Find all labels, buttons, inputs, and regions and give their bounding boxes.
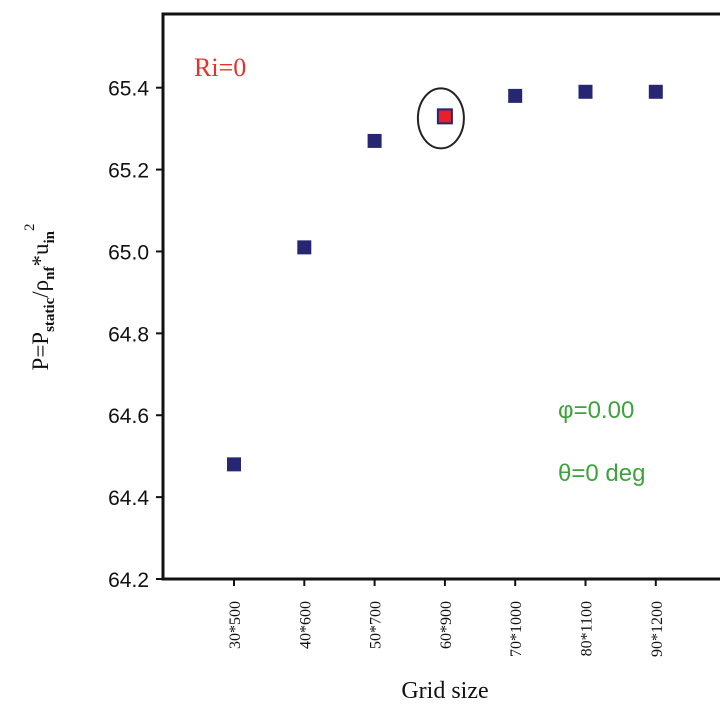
x-category-label: 40*600 — [297, 601, 314, 649]
y-tick-label: 64.6 — [108, 405, 149, 428]
data-point — [648, 84, 663, 99]
x-category-label: 50*700 — [368, 601, 385, 649]
data-point — [508, 88, 523, 103]
data-point — [367, 133, 382, 148]
y-tick-label: 64.4 — [108, 487, 149, 510]
x-axis-title: Grid size — [401, 678, 488, 704]
x-category-label: 70*1000 — [508, 601, 525, 657]
ri-annotation: Ri=0 — [194, 53, 246, 82]
y-tick-label: 64.8 — [108, 323, 149, 346]
y-title-sup: 2 — [22, 224, 38, 232]
y-tick-label: 65.4 — [108, 78, 149, 101]
y-axis: 64.2 64.4 64.6 64.8 65.0 65.2 65.4 — [108, 78, 163, 592]
selected-grid-ring — [416, 87, 465, 150]
x-category-label: 60*900 — [438, 601, 455, 649]
data-point — [297, 240, 312, 255]
data-point-highlighted — [436, 108, 453, 125]
x-category-label: 30*500 — [227, 601, 244, 649]
y-tick-label: 65.0 — [108, 241, 149, 264]
plot-frame — [161, 12, 720, 581]
x-axis: 30*500 40*600 50*700 60*900 70*1000 80*1100 90… — [227, 579, 666, 657]
y-title-mid: /ρ — [28, 280, 53, 298]
y-title-tail: *u — [28, 243, 53, 267]
y-title-sub-nf: nf — [42, 266, 58, 280]
y-title-sub-in: in — [42, 230, 58, 243]
data-series — [227, 84, 663, 472]
data-point — [227, 457, 241, 472]
y-tick-label: 64.2 — [108, 569, 149, 592]
x-category-label: 80*1100 — [579, 601, 596, 656]
y-title-sub-static: static — [42, 297, 58, 331]
data-point — [578, 84, 593, 99]
y-title-base: P=P — [28, 332, 53, 371]
x-category-label: 90*1200 — [649, 601, 666, 657]
phi-annotation: φ=0.00 — [558, 397, 634, 424]
y-tick-label: 65.2 — [108, 160, 149, 183]
theta-annotation: θ=0 deg — [558, 460, 645, 487]
y-axis-title: P=Pstatic/ρnf*uin 2 — [22, 224, 58, 371]
